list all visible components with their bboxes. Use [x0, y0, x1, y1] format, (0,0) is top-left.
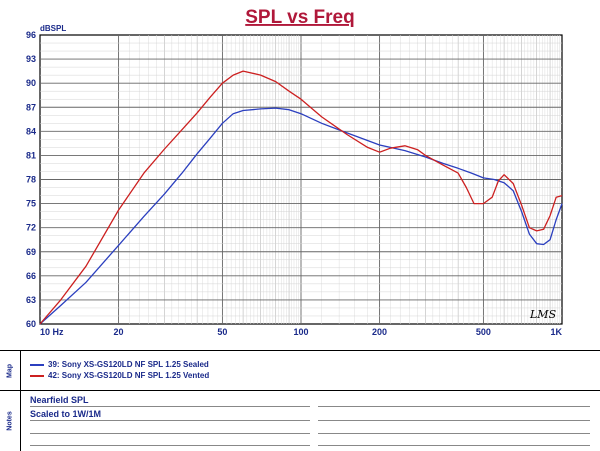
legend-item-sealed: 39: Sony XS-GS120LD NF SPL 1.25 Sealed — [30, 360, 209, 369]
y-tick-label: 63 — [26, 295, 36, 305]
note-line-1: Nearfield SPL — [30, 395, 89, 405]
y-tick-label: 96 — [26, 30, 36, 40]
note-rule — [30, 433, 310, 434]
legend-label-sealed: 39: Sony XS-GS120LD NF SPL 1.25 Sealed — [48, 360, 209, 369]
y-tick-label: 69 — [26, 247, 36, 257]
note-line-2: Scaled to 1W/1M — [30, 409, 102, 419]
y-tick-label: 87 — [26, 102, 36, 112]
y-axis-ticks: 96 93 90 87 84 81 78 75 72 69 66 63 60 — [26, 30, 36, 329]
y-axis-label: dBSPL — [40, 24, 66, 33]
series-lines — [39, 70, 563, 325]
x-tick-label: 10 Hz — [40, 327, 64, 337]
x-tick-label: 200 — [372, 327, 387, 337]
series-line-vented — [39, 70, 563, 325]
y-tick-label: 90 — [26, 78, 36, 88]
x-tick-label: 100 — [293, 327, 308, 337]
y-tick-label: 93 — [26, 54, 36, 64]
lms-watermark: LMS — [529, 308, 557, 321]
map-panel: Map 39: Sony XS-GS120LD NF SPL 1.25 Seal… — [0, 350, 600, 391]
y-tick-label: 75 — [26, 199, 36, 209]
spl-chart: SPL vs Freq 96 93 90 87 84 81 78 75 72 69 66 63 60 1… — [26, 7, 563, 337]
chart-title: SPL vs Freq — [245, 7, 354, 28]
y-tick-label: 66 — [26, 271, 36, 281]
y-tick-label: 60 — [26, 319, 36, 329]
legend-label-vented: 42: Sony XS-GS120LD NF SPL 1.25 Vented — [48, 371, 210, 380]
y-tick-label: 84 — [26, 126, 36, 136]
legend-item-vented: 42: Sony XS-GS120LD NF SPL 1.25 Vented — [30, 371, 209, 380]
y-tick-label: 81 — [26, 150, 36, 160]
notes-panel-side: Notes — [0, 391, 21, 451]
x-tick-label: 500 — [476, 327, 491, 337]
note-rule — [318, 445, 590, 446]
y-tick-label: 72 — [26, 223, 36, 233]
grid — [40, 35, 562, 324]
note-rule — [30, 420, 310, 421]
y-tick-label: 78 — [26, 175, 36, 185]
x-tick-label: 50 — [217, 327, 227, 337]
note-rule — [30, 406, 310, 407]
x-axis-ticks: 10 Hz 20 50 100 200 500 1K — [40, 327, 562, 337]
x-tick-label: 20 — [114, 327, 124, 337]
series-line-sealed — [39, 107, 563, 325]
notes-panel-label: Notes — [6, 411, 14, 431]
note-rule — [30, 445, 310, 446]
note-rule — [318, 420, 590, 421]
map-panel-label: Map — [6, 364, 14, 378]
note-rule — [318, 433, 590, 434]
note-rule — [318, 406, 590, 407]
notes-panel: Notes Nearfield SPL Scaled to 1W/1M — [0, 390, 600, 451]
map-panel-side: Map — [0, 351, 21, 391]
legend-swatch-sealed — [30, 363, 44, 366]
legend-swatch-vented — [30, 374, 44, 377]
x-tick-label: 1K — [550, 327, 562, 337]
